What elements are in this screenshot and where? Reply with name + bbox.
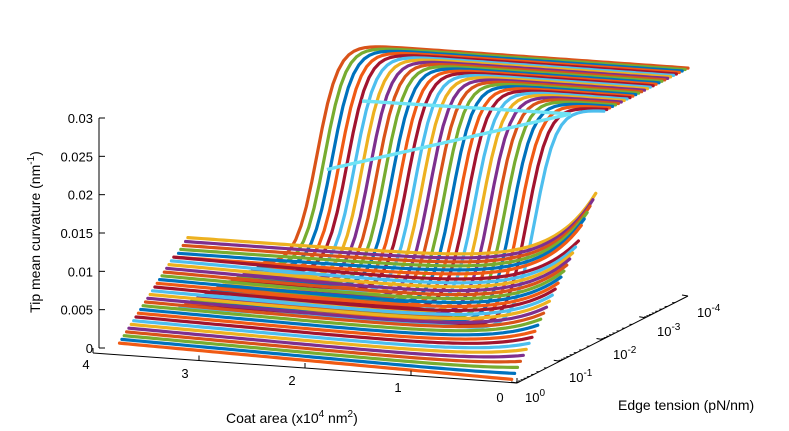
x-axis-label: Coat area (x104 nm2) bbox=[226, 409, 358, 426]
z-axis: 0 0.005 0.01 0.015 0.02 0.025 0.03 Tip mean cu… bbox=[26, 111, 105, 356]
series-curve bbox=[136, 311, 537, 341]
z-tick-label: 0.03 bbox=[68, 111, 93, 126]
series-curve bbox=[181, 204, 592, 264]
y-axis-label: Edge tension (pN/nm) bbox=[618, 397, 754, 413]
series-curve bbox=[155, 281, 560, 308]
series-curve bbox=[169, 245, 578, 285]
z-axis-label: Tip mean curvature (nm-1) bbox=[26, 151, 43, 313]
z-axis-ticks: 0 0.005 0.01 0.015 0.02 0.025 0.03 bbox=[60, 111, 105, 356]
y-tick-mark bbox=[553, 359, 560, 362]
y-tick-label: 10-2 bbox=[613, 345, 637, 362]
series-curve bbox=[146, 296, 549, 325]
series-curve bbox=[132, 319, 531, 350]
y-axis: 100 10-1 10-2 10-3 10-4 Edge tension (pN/nm) bbox=[510, 294, 754, 413]
series-curve bbox=[186, 191, 598, 256]
series-curve bbox=[162, 263, 569, 297]
series-curve bbox=[150, 289, 554, 316]
series-curve bbox=[221, 76, 649, 296]
series-curve bbox=[256, 49, 684, 269]
series-curve bbox=[122, 334, 520, 369]
z-tick-label: 0.025 bbox=[60, 149, 93, 164]
series-curve bbox=[148, 292, 551, 320]
z-tick-label: 0.005 bbox=[60, 303, 93, 318]
x-tick-label: 3 bbox=[181, 366, 188, 381]
series-curve bbox=[259, 47, 687, 267]
series-curve bbox=[141, 304, 543, 333]
curve-layer bbox=[117, 45, 690, 381]
series-curve bbox=[160, 269, 566, 301]
series-curve bbox=[139, 307, 540, 337]
series-curve bbox=[125, 330, 522, 364]
series-curve bbox=[129, 322, 528, 354]
y-tick-label: 100 bbox=[525, 388, 545, 405]
z-tick-label: 0.015 bbox=[60, 226, 93, 241]
z-tick-label: 0.01 bbox=[68, 264, 93, 279]
series-curve bbox=[179, 211, 589, 268]
series-curve bbox=[253, 51, 681, 272]
x-tick-label: 4 bbox=[82, 357, 89, 372]
series-curve bbox=[165, 257, 572, 293]
y-tick-label: 10-1 bbox=[569, 368, 593, 385]
series-curve-highlight bbox=[326, 99, 572, 172]
x-tick-label: 0 bbox=[496, 390, 503, 405]
y-axis-ticks: 100 10-1 10-2 10-3 10-4 bbox=[510, 294, 721, 405]
series-curve bbox=[117, 341, 514, 381]
y-tick-mark bbox=[510, 381, 518, 384]
series-curve bbox=[262, 45, 690, 265]
series-curve bbox=[134, 315, 534, 345]
x-axis-ticks: 4 3 2 1 0 bbox=[82, 348, 518, 405]
series-curve bbox=[176, 217, 586, 272]
series-curve bbox=[167, 251, 575, 289]
y-tick-mark bbox=[639, 316, 646, 319]
y-tick-label: 10-4 bbox=[697, 303, 721, 320]
x-axis: 4 3 2 1 0 Coat area (x104 nm2) bbox=[82, 348, 518, 426]
series-curve bbox=[127, 326, 525, 359]
series-curve bbox=[250, 54, 678, 274]
series-curve bbox=[120, 337, 517, 375]
y-tick-mark bbox=[596, 338, 603, 340]
series-curve bbox=[158, 275, 563, 305]
series-curve bbox=[184, 198, 595, 260]
y-tick-mark bbox=[681, 294, 689, 297]
z-tick-label: 0.02 bbox=[68, 188, 93, 203]
z-tick-label: 0 bbox=[86, 341, 93, 356]
x-tick-label: 2 bbox=[288, 373, 295, 388]
series-curve bbox=[172, 239, 580, 281]
y-tick-label: 10-3 bbox=[657, 322, 681, 339]
series-curve bbox=[143, 300, 546, 329]
x-tick-label: 1 bbox=[394, 380, 401, 395]
series-curve bbox=[153, 285, 557, 312]
